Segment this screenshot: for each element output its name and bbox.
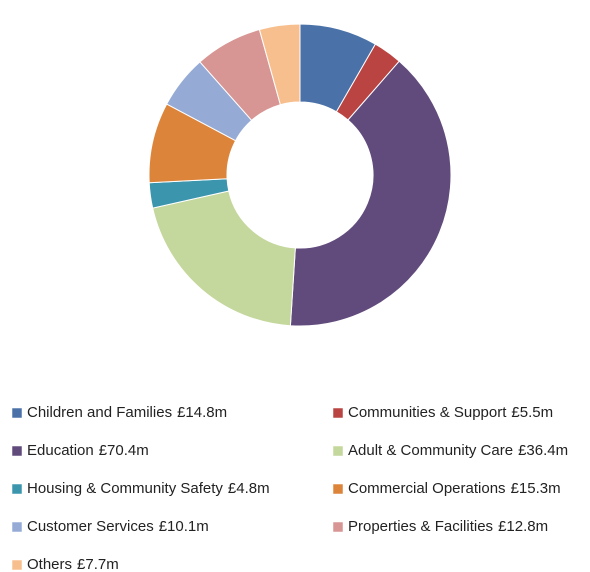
legend-swatch	[11, 559, 23, 571]
legend-swatch	[11, 445, 23, 457]
legend-name: Others	[27, 556, 72, 572]
legend-label: Customer Services £10.1m	[27, 518, 209, 535]
legend-name: Properties & Facilities	[348, 518, 493, 535]
legend-swatch	[332, 483, 344, 495]
legend-label: Others £7.7m	[27, 556, 119, 572]
legend-label: Commercial Operations £15.3m	[348, 480, 561, 497]
legend-label: Children and Families £14.8m	[27, 404, 227, 421]
legend-swatch	[332, 521, 344, 533]
legend-value: £4.8m	[228, 480, 270, 497]
legend-value: £70.4m	[99, 442, 149, 459]
legend-value: £5.5m	[511, 404, 553, 421]
legend-label: Communities & Support £5.5m	[348, 404, 553, 421]
legend-label: Properties & Facilities £12.8m	[348, 518, 548, 535]
legend-name: Commercial Operations	[348, 480, 506, 497]
donut-segment	[289, 60, 452, 327]
legend-name: Adult & Community Care	[348, 442, 513, 459]
legend-value: £7.7m	[77, 556, 119, 572]
legend-entry: Adult & Community Care £36.4m	[332, 442, 568, 459]
legend-entry: Others £7.7m	[11, 556, 119, 572]
legend-name: Customer Services	[27, 518, 154, 535]
legend-label: Education £70.4m	[27, 442, 149, 459]
legend-swatch	[11, 521, 23, 533]
legend-entry: Customer Services £10.1m	[11, 518, 209, 535]
legend-swatch	[332, 407, 344, 419]
donut-segment	[152, 190, 296, 327]
legend-entry: Properties & Facilities £12.8m	[332, 518, 548, 535]
legend-name: Communities & Support	[348, 404, 507, 421]
donut-segment	[258, 23, 301, 106]
legend-value: £14.8m	[177, 404, 227, 421]
legend-name: Children and Families	[27, 404, 172, 421]
legend-name: Housing & Community Safety	[27, 480, 223, 497]
legend-label: Adult & Community Care £36.4m	[348, 442, 568, 459]
legend-entry: Education £70.4m	[11, 442, 149, 459]
legend-name: Education	[27, 442, 94, 459]
legend-entry: Children and Families £14.8m	[11, 404, 227, 421]
legend-swatch	[11, 407, 23, 419]
legend-value: £15.3m	[511, 480, 561, 497]
legend-label: Housing & Community Safety £4.8m	[27, 480, 270, 497]
legend-entry: Housing & Community Safety £4.8m	[11, 480, 270, 497]
legend-swatch	[332, 445, 344, 457]
legend-value: £36.4m	[518, 442, 568, 459]
legend-swatch	[11, 483, 23, 495]
legend-entry: Communities & Support £5.5m	[332, 404, 553, 421]
legend-value: £12.8m	[498, 518, 548, 535]
legend-value: £10.1m	[159, 518, 209, 535]
legend-entry: Commercial Operations £15.3m	[332, 480, 561, 497]
